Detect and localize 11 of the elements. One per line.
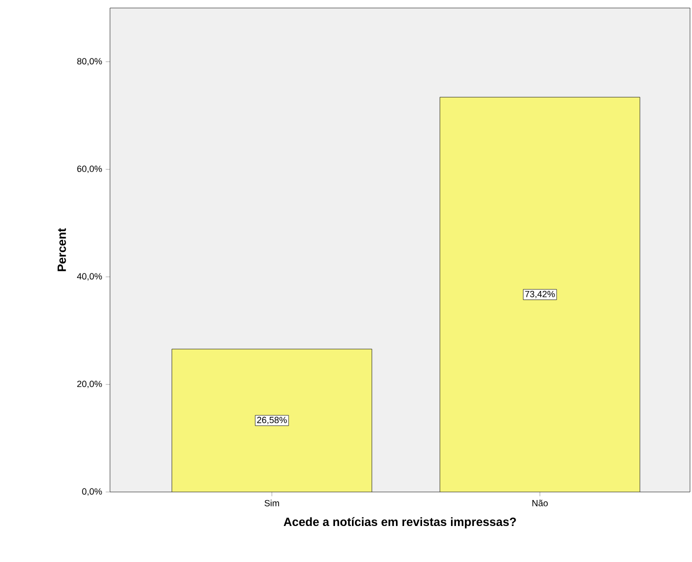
data-label: 26,58%: [257, 416, 287, 424]
x-tick-label: Não: [532, 500, 548, 506]
data-label: 73,42%: [525, 290, 555, 298]
y-tick-label: 60,0%: [77, 166, 102, 174]
y-axis-title: Percent: [58, 228, 66, 272]
x-axis-title: Acede a notícias em revistas impressas?: [284, 517, 516, 528]
y-tick-label: 80,0%: [77, 58, 102, 66]
y-tick-label: 40,0%: [77, 273, 102, 281]
y-tick-label: 0,0%: [82, 488, 102, 496]
x-tick-label: Sim: [264, 500, 280, 506]
y-tick-label: 20,0%: [77, 380, 102, 388]
